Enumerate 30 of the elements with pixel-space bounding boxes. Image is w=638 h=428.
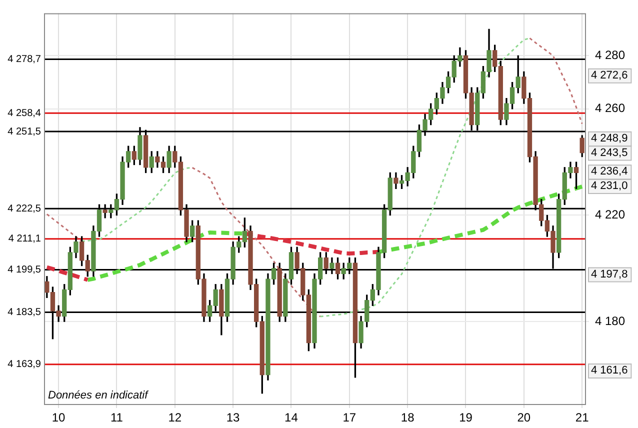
annotation: 4 161,6 — [591, 364, 628, 377]
x-tick-label: 17 — [342, 410, 356, 425]
x-tick-label: 21 — [575, 410, 590, 425]
ref-line-label: 4 199,5 — [8, 264, 42, 276]
x-tick-label: 12 — [168, 410, 182, 425]
x-tick-label: 18 — [400, 410, 415, 425]
annotation: 4 243,5 — [591, 146, 628, 159]
x-tick-label: 14 — [284, 410, 298, 425]
x-tick-label: 20 — [517, 410, 531, 425]
y-tick-label: 4 280 — [595, 48, 626, 62]
ref-line-label: 4 251,5 — [8, 126, 42, 138]
x-tick-label: 19 — [459, 410, 473, 425]
ref-line-label: 4 163,9 — [8, 359, 42, 370]
ref-line-label: 4 183,5 — [8, 307, 42, 318]
ref-line-label: 4 222,5 — [8, 203, 42, 214]
annotation: 4 197,8 — [591, 268, 628, 280]
annotation: 4 236,4 — [591, 166, 628, 178]
y-tick-label: 4 180 — [595, 314, 626, 328]
x-tick-label: 11 — [110, 410, 124, 425]
annotation: 4 248,9 — [591, 132, 628, 144]
annotation: 4 231,0 — [591, 180, 628, 192]
ref-line-label: 4 211,1 — [8, 234, 42, 245]
y-tick-label: 4 260 — [595, 101, 626, 116]
x-tick-label: 10 — [52, 410, 66, 425]
ref-line-label: 4 258,4 — [8, 108, 42, 119]
x-tick-label: 13 — [226, 410, 240, 425]
y-tick-label: 4 220 — [595, 208, 626, 222]
annotation: Données en indicatif — [48, 390, 149, 402]
ref-line-label: 4 278,7 — [8, 54, 42, 65]
annotation: 4 272,6 — [591, 69, 628, 82]
